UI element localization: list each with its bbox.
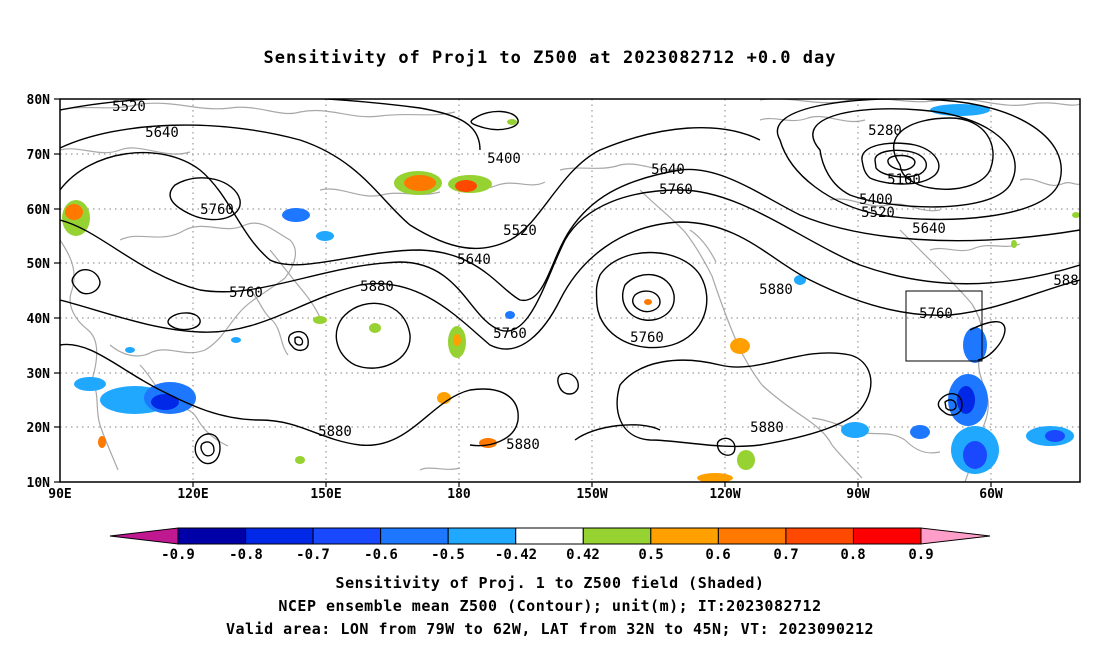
contour-label: 5640 xyxy=(912,221,946,237)
colorbar-cell xyxy=(312,527,382,545)
lon-tick-label: 90E xyxy=(48,487,71,502)
contour-label: 5520 xyxy=(503,223,537,239)
lat-tick-label: 20N xyxy=(27,421,51,436)
lon-tick-label: 150E xyxy=(310,487,341,502)
contour-label: 5160 xyxy=(887,172,921,188)
colorbar-label: -0.5 xyxy=(431,547,465,563)
contour-label: 5760 xyxy=(659,182,693,198)
colorbar-cell xyxy=(380,527,449,545)
colorbar-cell xyxy=(717,527,787,545)
colorbar-label: 0.9 xyxy=(908,547,933,563)
contour-label: 5880 xyxy=(759,282,793,298)
contour-label: 5640 xyxy=(457,252,491,268)
contour-label: 5880 xyxy=(750,420,784,436)
colorbar-label: -0.9 xyxy=(161,547,195,563)
contour-label: 5880 xyxy=(506,437,540,453)
grid-lines xyxy=(60,99,1080,482)
contour-label: 5760 xyxy=(200,202,234,218)
footer-line-2: NCEP ensemble mean Z500 (Contour); unit(… xyxy=(278,597,822,615)
contour-label: 5520 xyxy=(861,205,895,221)
lat-tick-label: 40N xyxy=(27,312,51,327)
lon-tick-label: 150W xyxy=(576,487,607,502)
contour-label: 5760 xyxy=(919,306,953,322)
colorbar-cell xyxy=(245,527,314,545)
valid-area-box xyxy=(905,290,983,362)
footer-line-3: Valid area: LON from 79W to 62W, LAT fro… xyxy=(225,620,875,638)
footer-line-1: Sensitivity of Proj. 1 to Z500 field (Sh… xyxy=(335,574,765,592)
height-contours xyxy=(60,99,1080,465)
lon-tick-label: 60W xyxy=(979,487,1003,502)
contour-label: 5880 xyxy=(360,279,394,295)
colorbar-cell xyxy=(785,527,854,545)
colorbar-label: 0.5 xyxy=(638,547,663,563)
contour-label: 5760 xyxy=(229,285,263,301)
colorbar-cell xyxy=(650,527,719,545)
contour-label: 5640 xyxy=(145,125,179,141)
colorbar-label: -0.42 xyxy=(495,547,537,563)
colorbar: -0.9 -0.8 -0.7 -0.6 -0.5 -0.42 0.42 0.5 … xyxy=(109,527,991,563)
map-panel: 5520 5640 5760 5400 5640 5760 5280 5160 … xyxy=(27,93,1081,502)
contour-label: 5400 xyxy=(487,151,521,167)
lat-tick-label: 70N xyxy=(27,148,51,163)
lat-tick-label: 10N xyxy=(27,476,51,491)
colorbar-cell xyxy=(582,527,652,545)
lat-tick-label: 30N xyxy=(27,367,51,382)
lat-tick-label: 60N xyxy=(27,203,51,218)
colorbar-label: 0.6 xyxy=(705,547,730,563)
colorbar-label: 0.8 xyxy=(840,547,865,563)
colorbar-label: -0.8 xyxy=(229,547,263,563)
colorbar-cell xyxy=(852,527,922,545)
colorbar-cell xyxy=(515,527,584,545)
colorbar-label: 0.7 xyxy=(773,547,798,563)
colorbar-cell xyxy=(447,527,517,545)
lat-tick-label: 80N xyxy=(27,93,51,108)
contour-label: 588 xyxy=(1053,273,1078,289)
colorbar-label: 0.42 xyxy=(566,547,600,563)
contour-label: 5400 xyxy=(859,192,893,208)
lon-tick-label: 120E xyxy=(177,487,208,502)
lon-axis: 90E 120E 150E 180 150W 120W 90W 60W xyxy=(48,482,1003,502)
colorbar-cell xyxy=(177,527,247,545)
contour-label: 5880 xyxy=(318,424,352,440)
contour-label: 5520 xyxy=(112,99,146,115)
contour-label: 5760 xyxy=(630,330,664,346)
colorbar-label: -0.7 xyxy=(296,547,330,563)
contour-label-group: 5520 5640 5760 5400 5640 5760 5280 5160 … xyxy=(112,99,1079,453)
lat-tick-label: 50N xyxy=(27,257,51,272)
lon-tick-label: 120W xyxy=(709,487,740,502)
contour-label: 5760 xyxy=(493,326,527,342)
lon-tick-label: 180 xyxy=(447,487,471,502)
colorbar-low-extension xyxy=(109,527,179,545)
plot-title: Sensitivity of Proj1 to Z500 at 20230827… xyxy=(263,48,837,68)
colorbar-label: -0.6 xyxy=(364,547,398,563)
map-frame xyxy=(59,98,1081,483)
lon-tick-label: 90W xyxy=(846,487,870,502)
coastlines xyxy=(60,99,1080,482)
colorbar-high-extension xyxy=(920,527,991,545)
contour-label: 5280 xyxy=(868,123,902,139)
contour-label: 5640 xyxy=(651,162,685,178)
shaded-sensitivity xyxy=(62,104,1080,482)
lat-axis: 80N 70N 60N 50N 40N 30N 20N 10N xyxy=(27,93,60,491)
